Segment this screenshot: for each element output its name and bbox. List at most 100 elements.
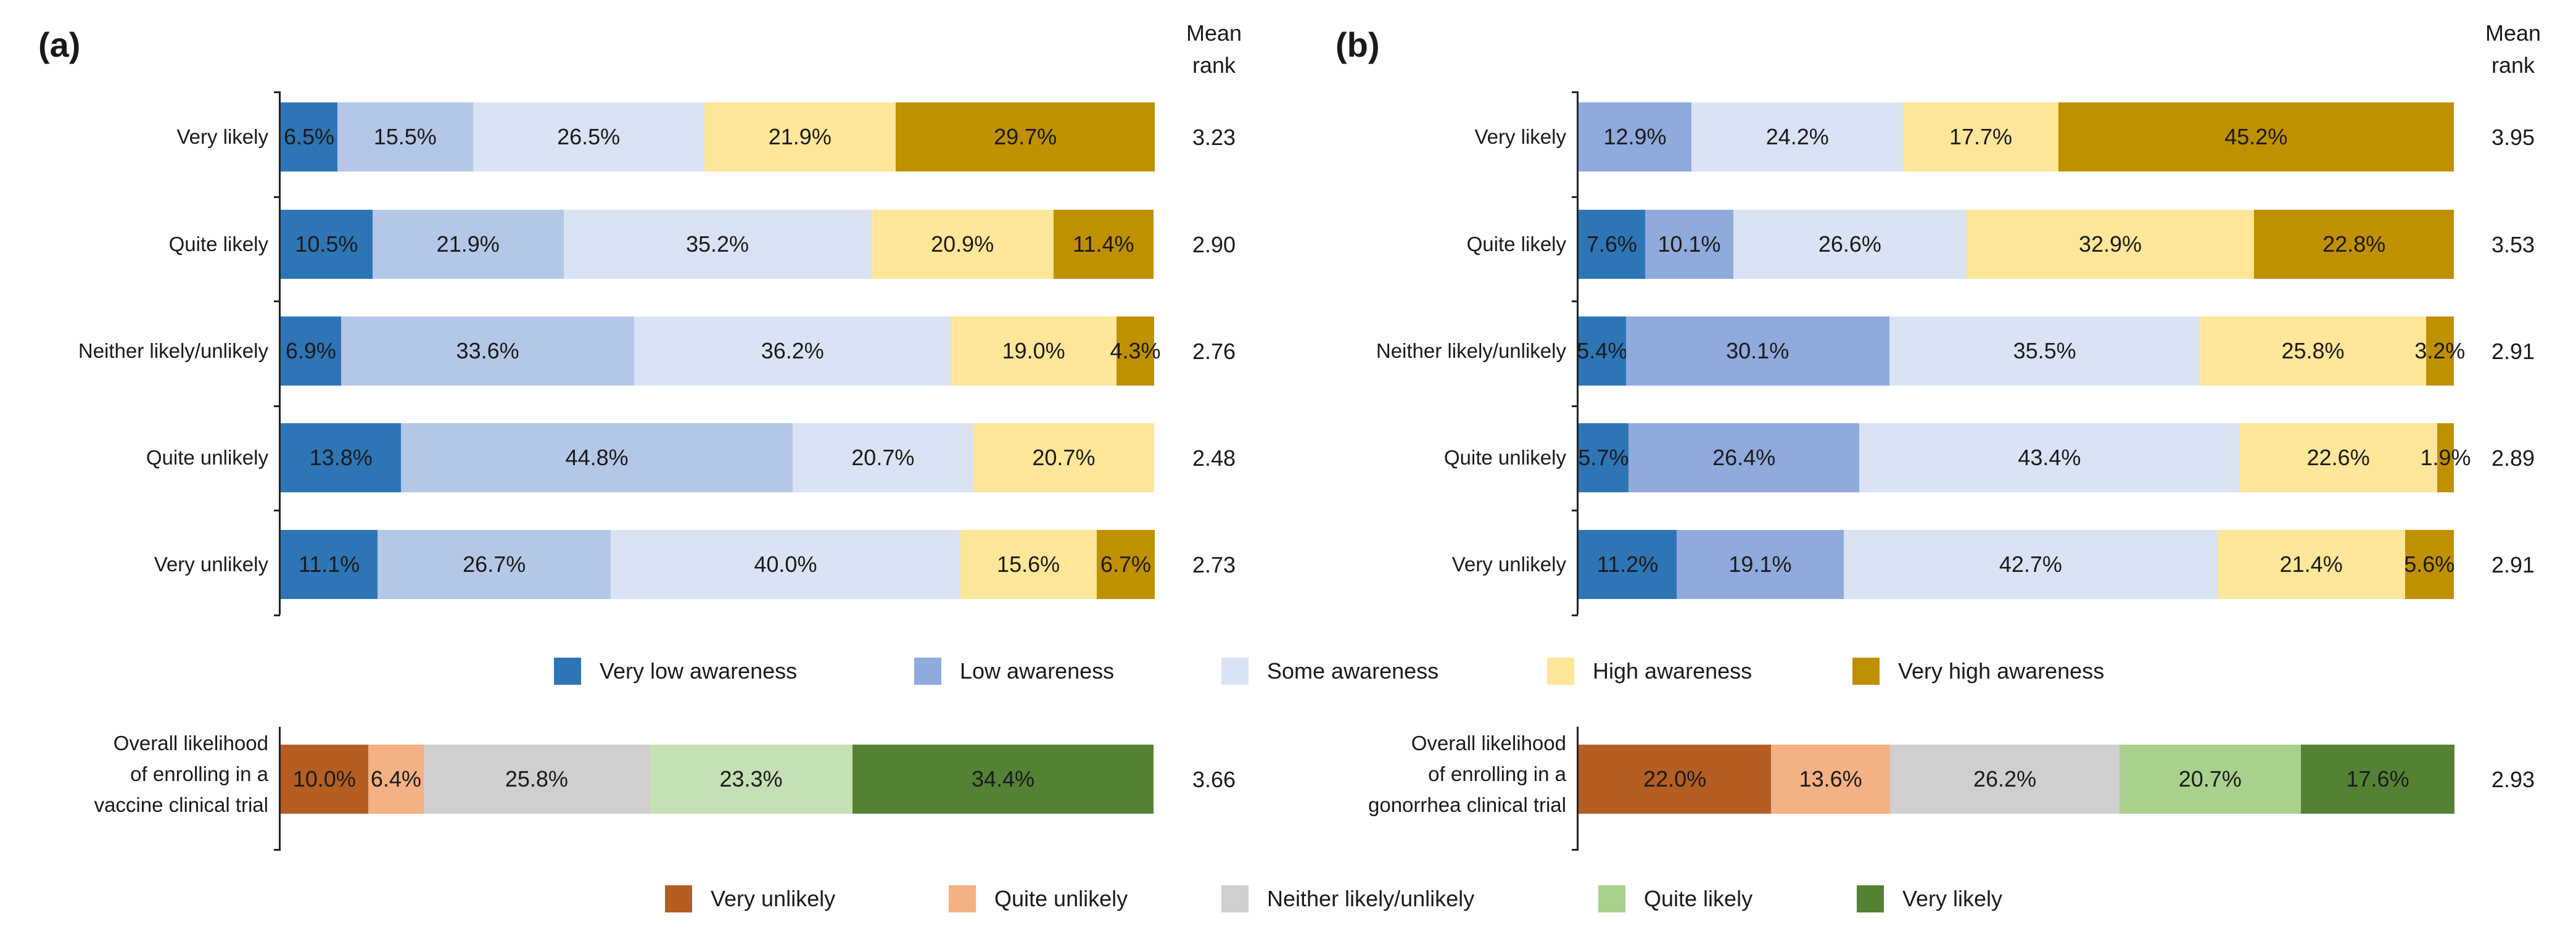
mean-rank-value: 3.53 xyxy=(2491,232,2535,257)
data-label: 20.7% xyxy=(1032,445,1096,470)
overall-label: Overall likelihood of enrolling in a vac… xyxy=(94,732,268,816)
y-axis-tick xyxy=(274,196,280,198)
overall-mean-rank: 2.93 xyxy=(2491,767,2535,792)
overall-axis-tick xyxy=(274,849,280,851)
bar-segment: 15.5% xyxy=(337,102,473,172)
data-label: 11.1% xyxy=(298,552,360,577)
y-axis-tick xyxy=(274,405,280,407)
data-label: 19.1% xyxy=(1728,552,1792,577)
category-label: Quite unlikely xyxy=(1443,446,1566,469)
bar-segment: 11.1% xyxy=(281,530,378,599)
overall-bar-segment: 17.6% xyxy=(2300,745,2455,814)
bar-segment: 26.5% xyxy=(473,102,704,172)
category-label: Very unlikely xyxy=(1451,553,1566,576)
legend-label: Low awareness xyxy=(960,658,1115,684)
bar-segment: 20.7% xyxy=(973,423,1154,492)
y-axis-tick xyxy=(1572,614,1578,616)
overall-bar-segment: 10.0% xyxy=(281,745,368,814)
data-label: 6.5% xyxy=(283,124,335,149)
bar-segment: 26.6% xyxy=(1733,210,1967,279)
legend-swatch xyxy=(665,885,692,912)
data-label: 17.7% xyxy=(1949,124,2013,149)
overall-axis xyxy=(1577,727,1579,851)
data-label: 26.6% xyxy=(1818,231,1881,257)
legend-label: Quite unlikely xyxy=(994,886,1128,911)
bar-segment: 6.5% xyxy=(281,102,338,172)
mean-rank-value: 3.95 xyxy=(2491,125,2535,150)
legend-swatch xyxy=(1857,885,1884,912)
legend-swatch xyxy=(1852,658,1880,685)
bar-segment: 10.5% xyxy=(281,210,373,279)
overall-bar-segment: 22.0% xyxy=(1579,745,1772,814)
y-axis-tick xyxy=(1572,405,1578,407)
mean-rank-value: 3.23 xyxy=(1192,125,1236,150)
bar-segment: 32.9% xyxy=(1966,210,2255,279)
data-label: 13.6% xyxy=(1799,766,1862,792)
data-label: 13.8% xyxy=(309,445,373,470)
bar-segment: 15.6% xyxy=(960,530,1097,599)
bar-segment: 30.1% xyxy=(1625,316,1889,386)
y-axis-tick xyxy=(1572,510,1578,512)
data-label: 11.4% xyxy=(1073,231,1134,257)
mean-rank-header: Mean rank xyxy=(2485,20,2541,78)
overall-bar-segment: 34.4% xyxy=(852,745,1154,814)
legend-label: High awareness xyxy=(1593,658,1752,684)
category-label: Very likely xyxy=(176,125,268,148)
overall-bar-segment: 23.3% xyxy=(649,745,853,814)
legend-swatch xyxy=(1547,658,1574,685)
legend-item-awareness: Very low awareness xyxy=(554,658,797,685)
bar-segment: 45.2% xyxy=(2058,102,2454,172)
bar-segment: 10.1% xyxy=(1645,210,1734,279)
overall-bar-segment: 25.8% xyxy=(424,745,650,814)
data-label: 32.9% xyxy=(2078,231,2142,257)
legend-label: Neither likely/unlikely xyxy=(1267,886,1475,911)
overall-bar-segment: 13.6% xyxy=(1771,745,1891,814)
legend-swatch xyxy=(1598,885,1625,912)
bar-segment: 3.2% xyxy=(2414,316,2465,386)
legend-item-likelihood: Very unlikely xyxy=(665,885,835,912)
legend-swatch xyxy=(914,658,941,685)
category-label: Neither likely/unlikely xyxy=(1376,339,1566,362)
data-label: 7.6% xyxy=(1586,231,1637,257)
bar-segment: 22.6% xyxy=(2239,423,2438,492)
data-label: 6.7% xyxy=(1100,552,1151,577)
legend-label: Very low awareness xyxy=(600,658,798,684)
data-label: 35.2% xyxy=(685,231,749,257)
bar-segment: 21.9% xyxy=(372,210,564,279)
data-label: 33.6% xyxy=(456,338,519,363)
legend-item-awareness: Low awareness xyxy=(914,658,1114,685)
bar-segment: 43.4% xyxy=(1859,423,2240,492)
data-label: 23.3% xyxy=(719,766,783,792)
bar-segment: 6.9% xyxy=(281,316,341,386)
bar-segment: 22.8% xyxy=(2254,210,2454,279)
legend-label: Some awareness xyxy=(1267,658,1439,684)
bar-segment: 11.4% xyxy=(1054,210,1154,279)
legend-label: Quite likely xyxy=(1644,886,1753,911)
legend-label: Very high awareness xyxy=(1898,658,2105,684)
legend-label: Very likely xyxy=(1902,886,2003,911)
legend-swatch xyxy=(554,658,581,685)
data-label: 6.9% xyxy=(285,338,336,363)
mean-rank-value: 2.91 xyxy=(2491,339,2535,364)
data-label: 45.2% xyxy=(2224,124,2288,149)
bar-segment: 26.7% xyxy=(378,530,611,599)
data-label: 22.6% xyxy=(2306,445,2370,470)
y-axis xyxy=(1577,91,1579,614)
bar-segment: 13.8% xyxy=(281,423,402,492)
bar-segment: 25.8% xyxy=(2200,316,2426,386)
data-label: 21.4% xyxy=(2279,552,2343,577)
mean-rank-value: 2.90 xyxy=(1192,232,1236,257)
category-label: Neither likely/unlikely xyxy=(78,339,268,362)
bar-segment: 11.2% xyxy=(1579,530,1677,599)
mean-rank-value: 2.89 xyxy=(2491,445,2535,471)
mean-rank-header: Mean rank xyxy=(1186,20,1242,78)
data-label: 15.6% xyxy=(997,552,1060,577)
y-axis-tick xyxy=(274,300,280,303)
data-label: 19.0% xyxy=(1002,338,1065,363)
legend-item-awareness: High awareness xyxy=(1547,658,1752,685)
data-label: 29.7% xyxy=(994,124,1057,149)
data-label: 36.2% xyxy=(761,338,824,363)
data-label: 44.8% xyxy=(565,445,629,470)
bar-segment: 5.7% xyxy=(1578,423,1629,492)
mean-rank-value: 2.73 xyxy=(1192,552,1236,577)
